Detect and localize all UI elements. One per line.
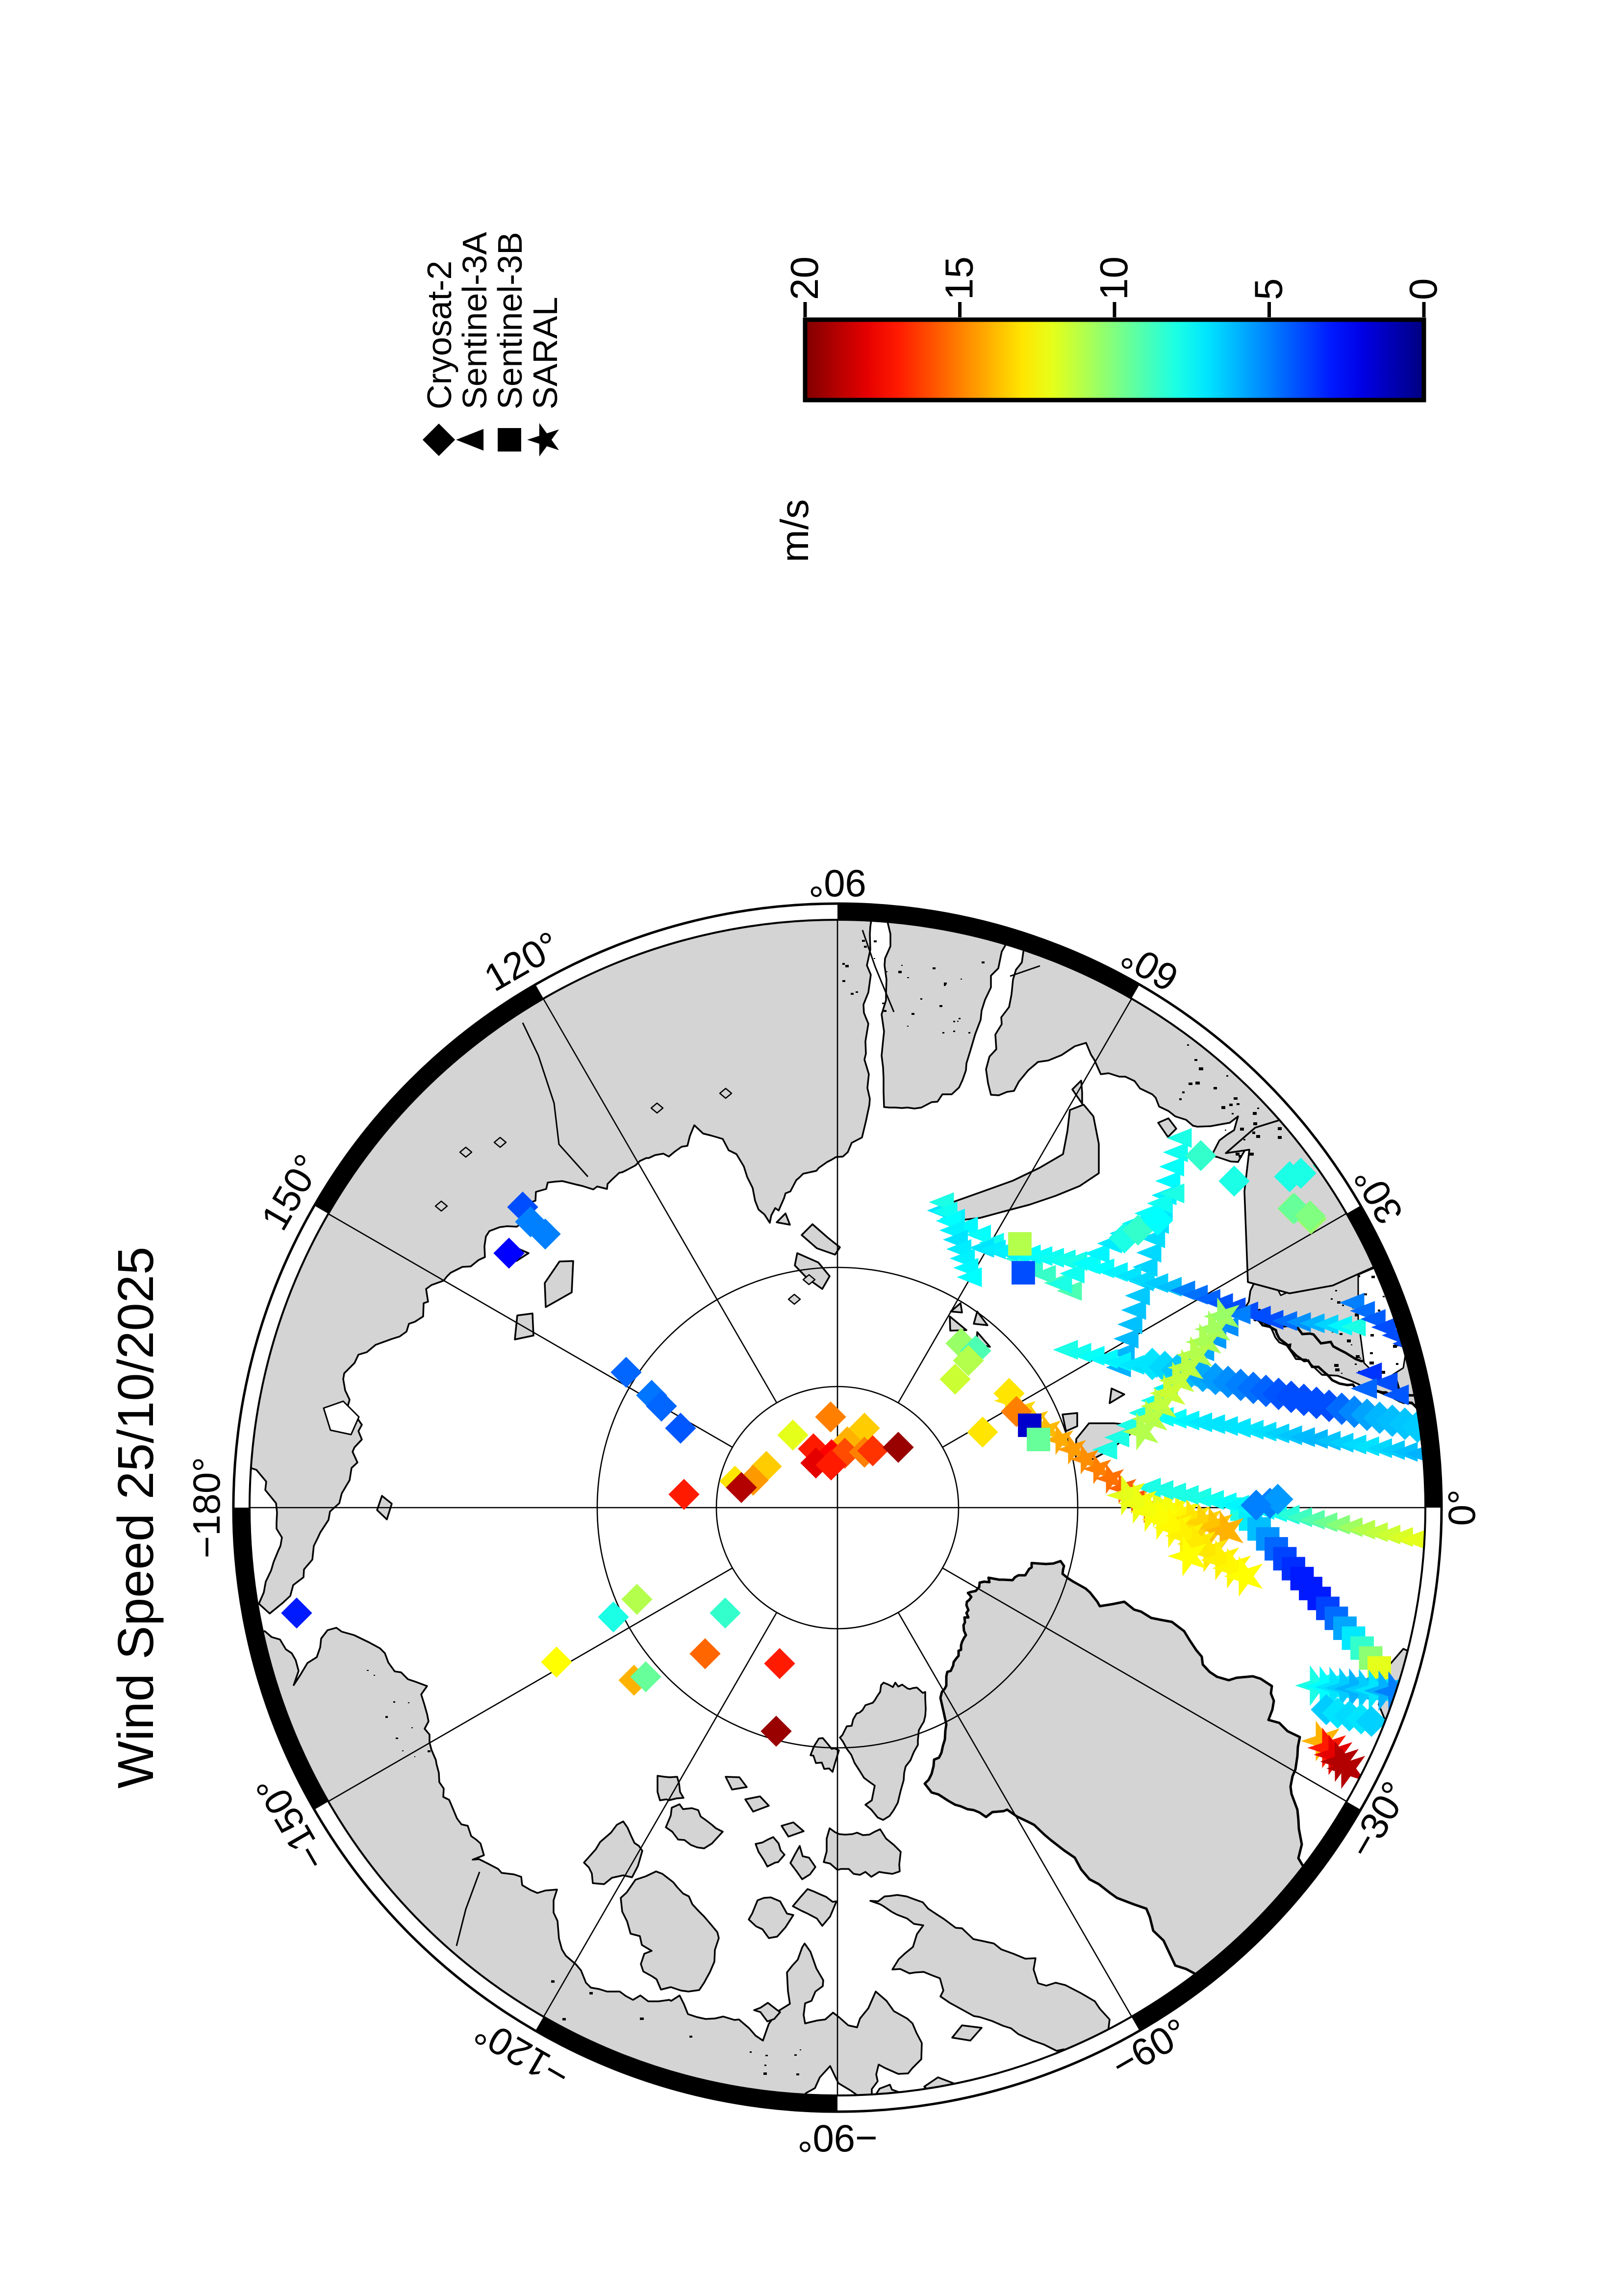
- svg-text:−90°: −90°: [797, 2117, 878, 2160]
- svg-text:90°: 90°: [809, 862, 866, 905]
- svg-text:m/s: m/s: [773, 499, 816, 562]
- svg-text:0°: 0°: [1440, 1489, 1483, 1526]
- svg-text:20: 20: [783, 256, 826, 300]
- svg-text:Wind Speed 25/10/2025: Wind Speed 25/10/2025: [107, 1247, 164, 1789]
- svg-text:Sentinel-3B: Sentinel-3B: [491, 232, 529, 409]
- svg-text:0: 0: [1401, 278, 1445, 301]
- svg-text:Cryosat-2: Cryosat-2: [420, 261, 458, 409]
- svg-text:10: 10: [1092, 256, 1136, 300]
- svg-text:15: 15: [937, 256, 981, 300]
- svg-text:SARAL: SARAL: [526, 297, 564, 409]
- svg-text:−180°: −180°: [185, 1457, 228, 1559]
- svg-text:5: 5: [1247, 278, 1291, 301]
- svg-text:Sentinel-3A: Sentinel-3A: [456, 232, 494, 409]
